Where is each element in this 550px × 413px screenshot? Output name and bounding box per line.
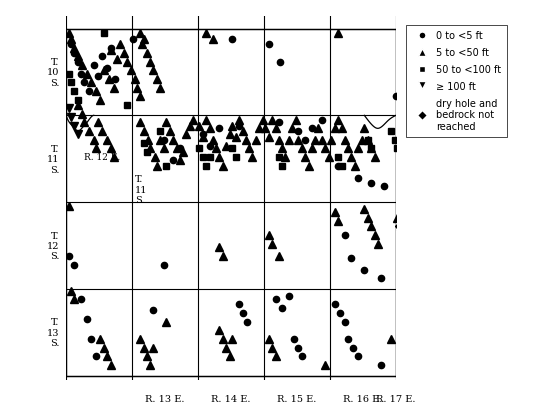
Text: R. 15 E.: R. 15 E.: [277, 394, 317, 404]
Text: T.
10
S.: T. 10 S.: [47, 58, 59, 88]
Legend: 0 to <5 ft, 5 to <50 ft, 50 to <100 ft, ≥ 100 ft, dry hole and
bedrock not
reach: 0 to <5 ft, 5 to <50 ft, 50 to <100 ft, …: [406, 26, 508, 137]
Text: R. 12 E.: R. 12 E.: [85, 152, 121, 161]
Text: R. 16 E.: R. 16 E.: [343, 394, 383, 404]
Text: R. 14 E.: R. 14 E.: [211, 394, 251, 404]
Text: T.
11
S.: T. 11 S.: [135, 175, 148, 204]
Text: T.
13
S.: T. 13 S.: [47, 318, 59, 347]
Text: T.
11
S.: T. 11 S.: [47, 145, 59, 174]
Text: T.
12
S.: T. 12 S.: [47, 231, 59, 261]
Text: R. 17 E.: R. 17 E.: [376, 394, 416, 404]
Text: R. 13 E.: R. 13 E.: [145, 394, 185, 404]
